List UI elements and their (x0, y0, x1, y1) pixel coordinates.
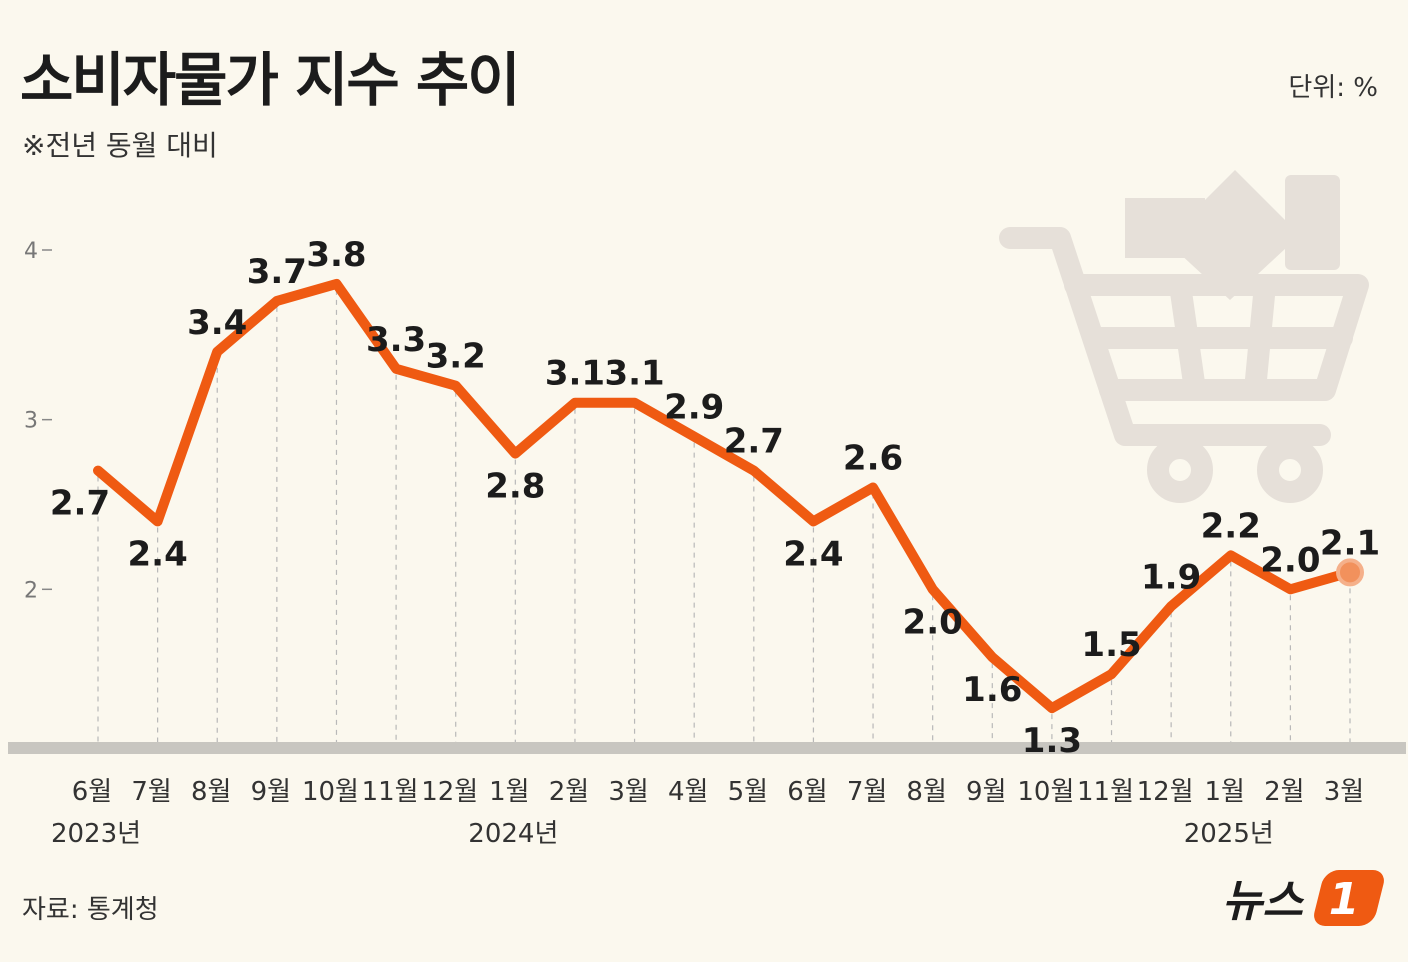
data-label: 3.1 (545, 354, 605, 394)
series-line (93, 278, 1355, 714)
last-data-point (1336, 558, 1364, 587)
data-label: 2.7 (724, 422, 784, 462)
data-label: 3.2 (426, 337, 486, 377)
cart-goods (1125, 170, 1340, 300)
x-tick-label: 3월 (1324, 777, 1364, 807)
drop-lines (97, 289, 1351, 742)
data-label: 3.4 (187, 303, 247, 343)
x-tick-label: 2월 (1264, 777, 1304, 807)
y-tick-label: 2 (24, 578, 38, 603)
y-tick-label: 3 (24, 409, 38, 434)
y-tick-label: 4 (24, 239, 38, 264)
x-tick-label: 12월 (1137, 777, 1194, 807)
x-tick-label: 4월 (668, 777, 708, 807)
data-label: 2.1 (1320, 523, 1380, 563)
y-axis: 2 3 4 (24, 239, 52, 603)
data-label: 2.0 (1260, 540, 1320, 580)
data-label: 2.2 (1201, 506, 1261, 546)
x-tick-label: 1월 (1205, 777, 1245, 807)
x-tick-label: 5월 (728, 777, 768, 807)
x-tick-label: 10월 (302, 777, 359, 807)
data-label: 3.8 (306, 235, 366, 275)
chart-title: 소비자물가 지수 추이 (20, 46, 519, 114)
logo-text: 뉴스 (1222, 876, 1304, 927)
data-label: 2.6 (843, 439, 903, 479)
data-label: 3.3 (366, 320, 426, 360)
x-tick-label: 9월 (966, 777, 1006, 807)
data-label: 2.4 (783, 534, 843, 574)
data-label: 1.5 (1081, 625, 1141, 665)
x-tick-label: 10월 (1017, 777, 1074, 807)
data-label: 1.9 (1141, 557, 1201, 597)
logo-badge (1314, 870, 1384, 926)
x-tick-label: 9월 (251, 777, 291, 807)
x-tick-label: 1월 (489, 777, 529, 807)
data-label: 1.6 (962, 670, 1022, 710)
data-labels: 2.72.43.43.7 3.83.3 3.22.83.1 3.12.92.72.42… (50, 235, 1380, 761)
unit-label: 단위: % (1288, 73, 1378, 103)
data-label: 2.9 (664, 388, 724, 428)
logo-mark: 1 (1329, 874, 1360, 925)
data-label: 3.1 (604, 354, 664, 394)
x-tick-label: 8월 (906, 777, 946, 807)
x-tick-label: 7월 (131, 777, 171, 807)
x-tick-label: 7월 (847, 777, 887, 807)
x-axis: 6월 7월 8월 9월 10월 11월 12월 1월 2월 3월 4월 5월 6월 7월 8월 9월 10월 11… (51, 777, 1364, 849)
data-label: 2.7 (50, 484, 110, 524)
baseline-band (8, 742, 1406, 754)
year-label: 2025년 (1184, 819, 1274, 849)
x-tick-label: 3월 (608, 777, 648, 807)
x-tick-label: 2월 (549, 777, 589, 807)
data-label: 2.8 (485, 467, 545, 507)
chart-subtitle: ※전년 동월 대비 (22, 129, 218, 162)
news1-logo: 뉴스 1 (1222, 870, 1384, 927)
x-tick-label: 6월 (787, 777, 827, 807)
shopping-cart-icon (999, 227, 1369, 503)
data-label: 2.4 (128, 534, 188, 574)
x-tick-label: 6월 (72, 777, 112, 807)
x-tick-label: 12월 (421, 777, 478, 807)
x-tick-label: 8월 (191, 777, 231, 807)
year-label: 2024년 (468, 819, 558, 849)
year-label: 2023년 (51, 819, 141, 849)
x-tick-label: 11월 (1077, 777, 1134, 807)
data-label: 3.7 (247, 252, 307, 292)
data-label: 2.0 (903, 602, 963, 642)
data-label: 1.3 (1022, 721, 1082, 761)
source-label: 자료: 통계청 (22, 895, 159, 925)
x-tick-label: 11월 (362, 777, 419, 807)
